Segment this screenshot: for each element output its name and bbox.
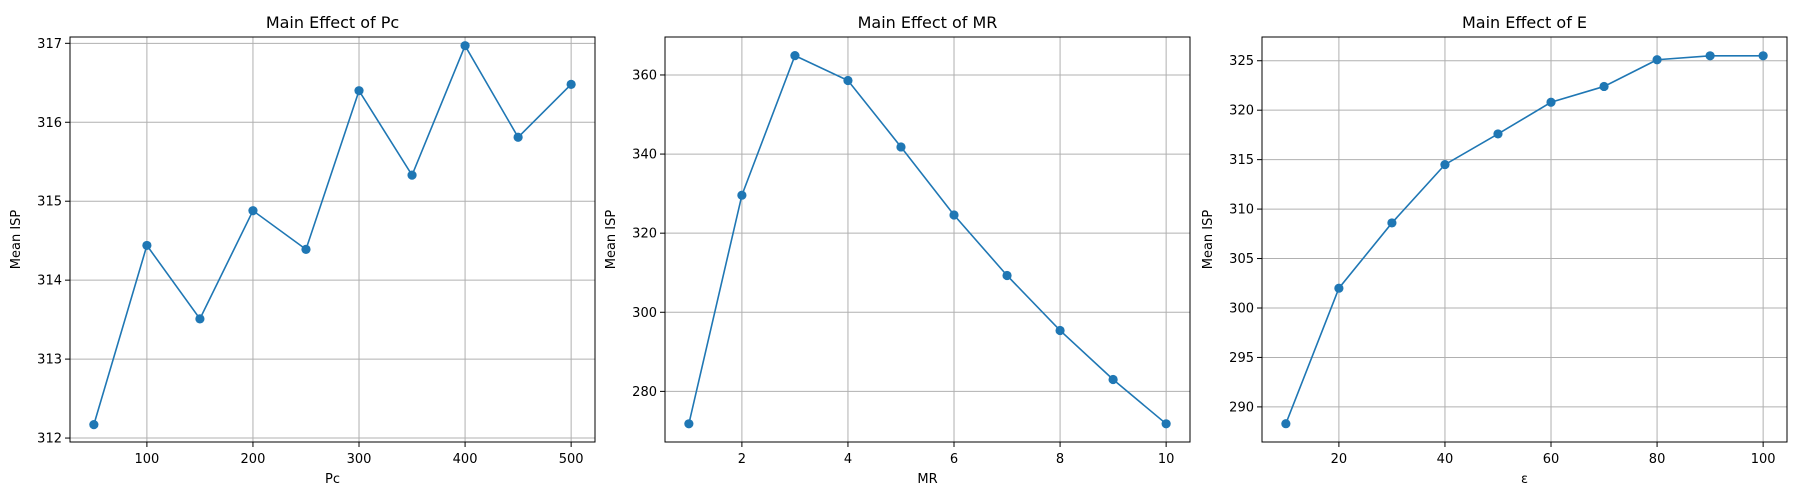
data-point [1281, 419, 1291, 429]
plot-frame [69, 36, 596, 443]
y-tick-label: 300 [1229, 301, 1254, 316]
data-point [1705, 51, 1715, 61]
plot-frame [664, 36, 1191, 443]
x-tick-label: 20 [1331, 452, 1348, 467]
y-tick-label: 340 [632, 148, 657, 163]
y-tick-label: 320 [1229, 104, 1254, 119]
data-point [1108, 374, 1118, 385]
data-point [684, 419, 694, 429]
x-tick-label: 300 [347, 452, 372, 467]
x-axis-label: Pc [325, 472, 340, 487]
data-point [248, 206, 258, 216]
data-point [354, 86, 364, 96]
chart-title: Main Effect of E [1462, 13, 1587, 32]
x-tick-label: 80 [1649, 452, 1666, 467]
data-point [301, 244, 311, 254]
data-point [89, 420, 99, 430]
y-tick-label: 300 [632, 306, 657, 321]
data-point [1161, 419, 1171, 429]
data-point [1002, 270, 1012, 281]
chart-3: 20 40 60 80 100 290 295 300 305 310 315 320 325 Main … [1201, 13, 1788, 487]
data-point [1546, 97, 1556, 107]
data-point [1493, 129, 1503, 139]
y-tick-label: 315 [37, 195, 62, 210]
data-point [407, 170, 417, 180]
x-tick-label: 8 [1056, 452, 1064, 467]
y-tick-label: 280 [632, 385, 657, 400]
x-tick-label: 10 [1158, 452, 1175, 467]
y-tick-label: 320 [632, 227, 657, 242]
x-tick-label: 500 [559, 452, 584, 467]
chart-2: 2 4 6 8 10 280 300 320 340 360 Main Effect of MR MR… [604, 13, 1191, 487]
x-tick-label: 2 [738, 452, 746, 467]
y-tick-label: 315 [1229, 153, 1254, 168]
x-tick-label: 60 [1543, 452, 1560, 467]
y-tick-label: 314 [37, 274, 62, 289]
y-axis-label: Mean ISP [604, 210, 619, 270]
y-tick-label: 316 [37, 116, 62, 131]
chart-title: Main Effect of MR [858, 13, 998, 32]
data-point [460, 41, 470, 51]
y-tick-label: 295 [1229, 351, 1254, 366]
y-tick-label: 310 [1229, 203, 1254, 218]
x-tick-label: 100 [134, 452, 159, 467]
x-tick-label: 100 [1751, 452, 1776, 467]
data-point [1055, 325, 1065, 336]
y-tick-label: 360 [632, 68, 657, 83]
x-tick-label: 6 [950, 452, 958, 467]
data-point [1440, 159, 1450, 170]
data-point [949, 210, 959, 220]
data-point [1334, 283, 1344, 293]
data-point [843, 75, 853, 86]
series-line [688, 54, 1167, 425]
data-point [195, 314, 205, 324]
x-axis-label: ε [1521, 472, 1528, 487]
x-tick-label: 40 [1437, 452, 1454, 467]
y-tick-label: 313 [37, 353, 62, 368]
y-tick-label: 312 [37, 432, 62, 447]
chart-1: 100 200 300 400 500 312 313 314 315 316 317 Main Ef… [9, 13, 596, 487]
y-tick-label: 290 [1229, 400, 1254, 415]
x-tick-label: 400 [453, 452, 478, 467]
plot-frame [1261, 36, 1788, 443]
y-axis-label: Mean ISP [1201, 210, 1216, 270]
series-line [1285, 54, 1764, 424]
data-point [513, 132, 523, 142]
data-point [790, 50, 800, 61]
data-point [1758, 51, 1768, 61]
x-tick-label: 4 [844, 452, 852, 467]
y-tick-label: 325 [1229, 54, 1254, 69]
data-point [737, 190, 747, 200]
data-point [142, 240, 152, 251]
y-axis-label: Mean ISP [9, 210, 24, 270]
y-tick-label: 317 [37, 37, 62, 52]
y-tick-label: 305 [1229, 252, 1254, 267]
chart-title: Main Effect of Pc [266, 13, 399, 32]
x-axis-label: MR [917, 472, 937, 487]
data-point [896, 142, 906, 152]
series-line [93, 43, 572, 425]
data-point [1387, 218, 1397, 228]
data-point [566, 79, 576, 89]
data-point [1652, 55, 1662, 65]
x-tick-label: 200 [241, 452, 266, 467]
data-point [1599, 81, 1609, 92]
